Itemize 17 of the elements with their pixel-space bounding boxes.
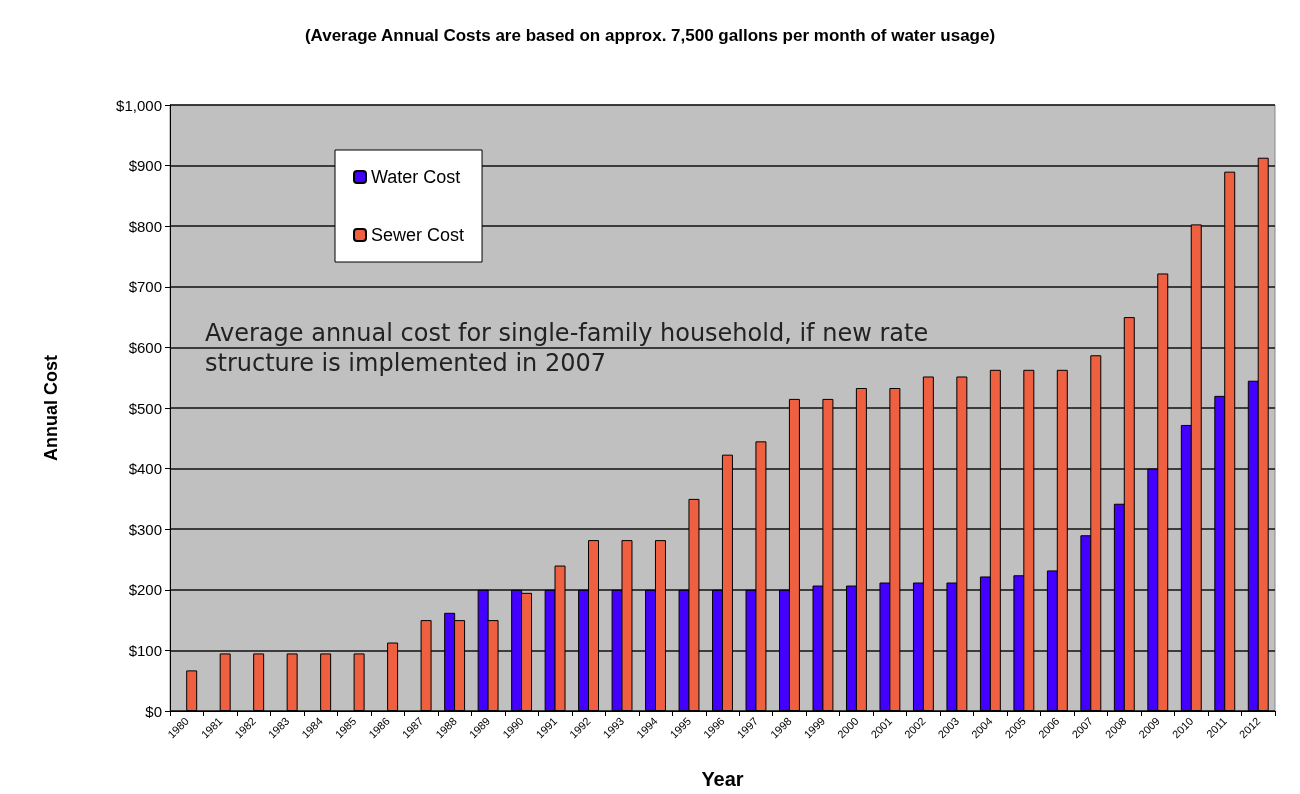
x-axis-title: Year (701, 768, 744, 790)
y-tick-label: $900 (128, 157, 162, 175)
y-tick-label: $200 (128, 581, 162, 599)
y-tick-label: $500 (128, 399, 162, 417)
y-axis-title: Annual Cost (41, 355, 61, 461)
y-tick-label: $100 (128, 641, 162, 659)
y-tick-label: $400 (128, 460, 162, 478)
y-tick-label: $600 (128, 338, 162, 356)
annotation: Average annual cost for single-family household, if new rate structure is implemented in 2007 (205, 319, 936, 377)
legend-label: Water Cost (371, 167, 461, 187)
y-tick-label: $1,000 (116, 96, 162, 114)
y-tick-label: $700 (128, 278, 162, 296)
y-tick-label: $300 (128, 520, 162, 538)
y-tick-label: $800 (128, 217, 162, 235)
y-tick-label: $0 (145, 702, 162, 720)
chart-title: (Average Annual Costs are based on approx. 7,500 gallons per month of water usage) (304, 26, 996, 45)
legend-label: Sewer Cost (371, 225, 465, 245)
